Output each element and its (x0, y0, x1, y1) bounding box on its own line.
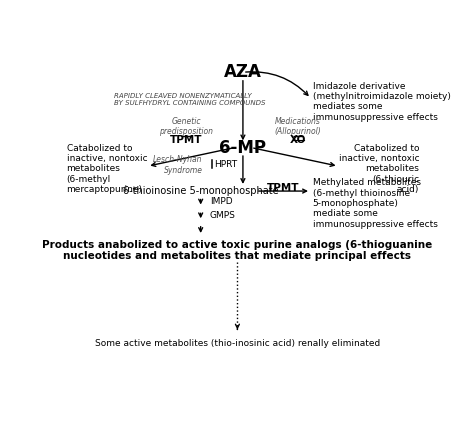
Text: Genetic
predisposition: Genetic predisposition (159, 116, 213, 136)
Text: 6-thioinosine 5-monophosphate: 6-thioinosine 5-monophosphate (123, 186, 279, 196)
Text: RAPIDLY CLEAVED NONENZYMATICALLY
BY SULFHYDRYL CONTAINING COMPOUNDS: RAPIDLY CLEAVED NONENZYMATICALLY BY SULF… (114, 93, 266, 105)
Text: Catabolized to
inactive, nontoxic
metabolites
(6-methyl
mercaptopurine): Catabolized to inactive, nontoxic metabo… (66, 144, 147, 194)
Text: IMPD: IMPD (210, 197, 232, 206)
Text: Imidazole derivative
(methylnitroimidazole moiety)
mediates some
immunosuppressi: Imidazole derivative (methylnitroimidazo… (313, 82, 451, 122)
Text: Some active metabolites (thio-inosinic acid) renally eliminated: Some active metabolites (thio-inosinic a… (95, 340, 380, 348)
Text: 6-MP: 6-MP (219, 139, 266, 156)
Text: Lesch-Nyhan
Syndrome: Lesch-Nyhan Syndrome (153, 155, 202, 175)
Text: GMPS: GMPS (210, 211, 236, 220)
Text: HPRT: HPRT (214, 160, 237, 169)
Text: TPMT: TPMT (267, 183, 300, 193)
Text: Medications
(Allopurinol): Medications (Allopurinol) (274, 116, 321, 136)
Text: TPMT: TPMT (170, 135, 202, 145)
Text: Products anabolized to active toxic purine analogs (6-thioguanine
nucleotides an: Products anabolized to active toxic puri… (42, 240, 433, 261)
Text: Methylated metabolites
(6-methyl thioinosine
5-monophosphate)
mediate some
immun: Methylated metabolites (6-methyl thioino… (313, 178, 438, 229)
Text: AZA: AZA (224, 63, 262, 81)
Text: XO: XO (290, 135, 306, 145)
Text: Catabolized to
inactive, nontoxic
metabolites
(6-thiouric
acid): Catabolized to inactive, nontoxic metabo… (338, 144, 419, 194)
